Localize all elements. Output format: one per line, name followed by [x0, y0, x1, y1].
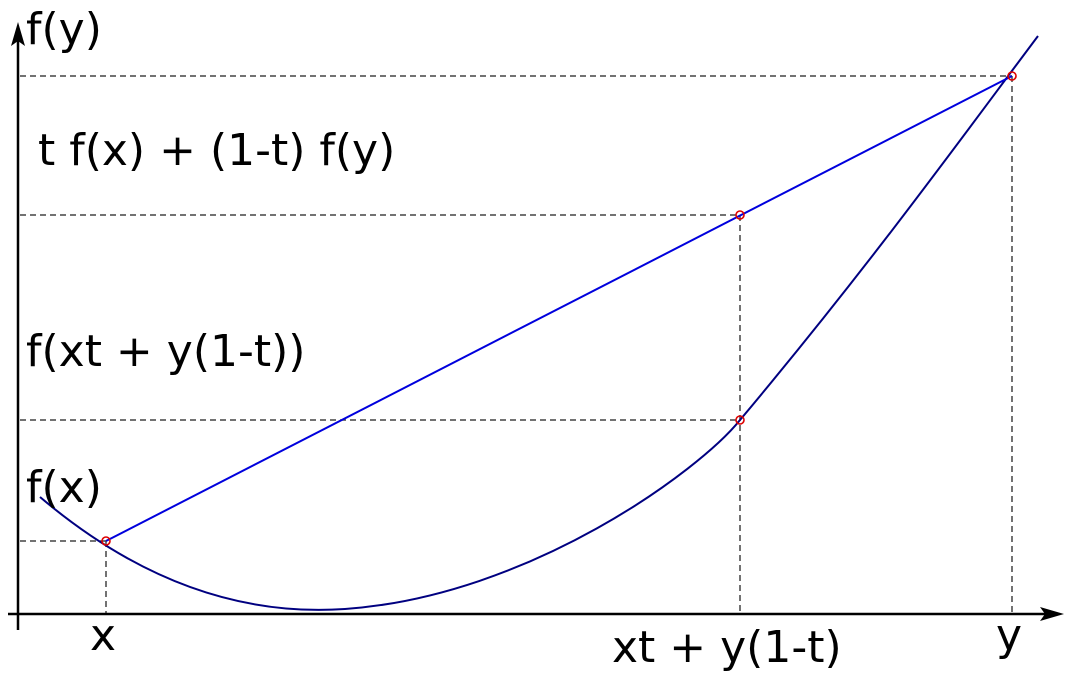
point-function-marker: [735, 415, 745, 425]
point-chord-marker: [735, 210, 745, 220]
label-chord-value: t f(x) + (1-t) f(y): [38, 125, 395, 176]
point-fy-marker: [1007, 71, 1017, 81]
label-y-point: y: [996, 610, 1022, 661]
y-axis-arrowhead: [11, 22, 25, 46]
label-mid-point: xt + y(1-t): [612, 622, 842, 673]
point-markers: [101, 71, 1017, 546]
labels: f(y) t f(x) + (1-t) f(y) f(xt + y(1-t)) …: [26, 4, 1022, 673]
point-fx-marker: [101, 536, 111, 546]
chord-line: [105, 75, 1013, 542]
guide-lines: [20, 75, 1013, 614]
axes: [8, 22, 1064, 630]
label-x-point: x: [90, 610, 116, 661]
label-function-value: f(xt + y(1-t)): [26, 326, 305, 377]
x-axis-arrowhead: [1040, 607, 1064, 621]
convex-curve: [39, 35, 1039, 611]
label-fx-value: f(x): [26, 462, 102, 513]
label-y-axis-fy: f(y): [26, 4, 102, 55]
